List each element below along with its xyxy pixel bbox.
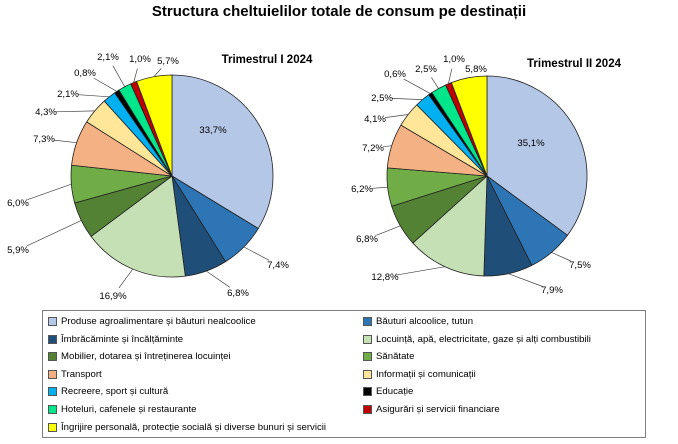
legend-swatch bbox=[363, 387, 372, 397]
legend-swatch bbox=[363, 405, 372, 414]
leader-line bbox=[403, 78, 431, 94]
leader-line bbox=[394, 266, 446, 276]
legend-swatch bbox=[363, 369, 372, 379]
pie-slice bbox=[171, 74, 274, 230]
legend-item: Recreere, sport și cultură bbox=[48, 386, 168, 397]
leader-line bbox=[153, 68, 162, 77]
legend-swatch bbox=[48, 405, 57, 414]
leader-line bbox=[53, 139, 77, 144]
leader-line bbox=[77, 94, 110, 98]
legend-swatch bbox=[48, 334, 57, 344]
leader-line bbox=[27, 183, 72, 201]
leader-line bbox=[551, 252, 571, 262]
legend-swatch bbox=[48, 352, 57, 362]
leader-line bbox=[206, 270, 230, 288]
legend-label: Mobilier, dotarea și întreținerea locuin… bbox=[61, 351, 231, 363]
legend-item: Educație bbox=[363, 386, 413, 397]
data-label: 7,4% bbox=[267, 260, 289, 271]
data-label: 5,8% bbox=[465, 64, 487, 75]
data-label: 6,8% bbox=[227, 288, 249, 299]
data-label: 0,6% bbox=[384, 69, 406, 80]
legend-item: Sănătate bbox=[363, 351, 414, 362]
data-label: 6,8% bbox=[356, 234, 378, 245]
data-label: 6,2% bbox=[351, 184, 373, 195]
leader-line bbox=[508, 273, 543, 287]
legend-item: Informații și comunicații bbox=[363, 369, 476, 380]
legend-item: Îngrijire personală, protecție socială ș… bbox=[48, 422, 326, 433]
pie-slice bbox=[450, 75, 488, 177]
data-label: 4,1% bbox=[364, 114, 386, 125]
legend-label: Îngrijire personală, protecție socială ș… bbox=[61, 421, 327, 433]
data-label: 33,7% bbox=[199, 125, 227, 136]
data-label: 16,9% bbox=[99, 291, 127, 302]
leader-line bbox=[382, 145, 392, 148]
data-label: 1,0% bbox=[443, 54, 465, 65]
leader-line bbox=[384, 114, 409, 118]
data-label: 7,2% bbox=[362, 143, 384, 154]
legend-swatch bbox=[363, 317, 372, 326]
legend-swatch bbox=[363, 334, 372, 344]
pie-slice bbox=[486, 75, 588, 236]
main-title: Structura cheltuielilor totale de consum… bbox=[151, 3, 527, 20]
leader-line bbox=[371, 186, 388, 189]
legend-label: Hoteluri, cafenele și restaurante bbox=[61, 404, 197, 415]
legend-label: Sănătate bbox=[376, 351, 415, 363]
leader-line bbox=[448, 68, 453, 84]
leader-line bbox=[391, 98, 423, 100]
data-label: 35,1% bbox=[517, 138, 545, 149]
leader-line bbox=[243, 246, 270, 261]
leader-line bbox=[55, 110, 95, 113]
leader-line bbox=[133, 68, 138, 83]
data-label: 1,0% bbox=[129, 54, 151, 65]
legend-swatch bbox=[48, 422, 57, 432]
legend-item: Transport bbox=[48, 369, 102, 380]
data-label: 2,5% bbox=[371, 93, 393, 104]
data-label: 5,7% bbox=[157, 56, 179, 67]
leader-line bbox=[26, 220, 82, 247]
legend-item: Îmbrăcăminte și încălțăminte bbox=[48, 334, 183, 345]
pie-slice bbox=[90, 175, 186, 278]
data-label: 5,9% bbox=[7, 245, 29, 256]
data-label: 7,9% bbox=[541, 285, 563, 296]
legend-item: Asigurări și servicii financiare bbox=[363, 404, 500, 415]
legend-item: Băuturi alcoolice, tutun bbox=[363, 316, 473, 327]
chart-title: Trimestrul I 2024 bbox=[222, 54, 313, 66]
leader-line bbox=[112, 65, 126, 87]
data-label: 12,8% bbox=[371, 272, 399, 283]
legend-swatch bbox=[48, 317, 57, 326]
data-label: 2,1% bbox=[97, 52, 119, 63]
data-label: 6,0% bbox=[7, 198, 29, 209]
leader-line bbox=[431, 77, 439, 89]
data-label: 0,8% bbox=[74, 68, 96, 79]
legend-label: Transport bbox=[61, 368, 102, 380]
legend-label: Produse agroalimentare și băuturi nealco… bbox=[61, 316, 256, 327]
data-label: 2,5% bbox=[415, 64, 437, 75]
data-label: 2,1% bbox=[57, 89, 79, 100]
leader-line bbox=[376, 225, 401, 236]
leader-line bbox=[118, 268, 134, 289]
legend-swatch bbox=[48, 387, 57, 397]
legend-item: Mobilier, dotarea și întreținerea locuin… bbox=[48, 351, 231, 362]
legend-label: Educație bbox=[376, 386, 414, 398]
pie-slice bbox=[136, 74, 173, 177]
legend-item: Locuință, apă, electricitate, gaze și al… bbox=[363, 334, 591, 345]
leader-line bbox=[93, 77, 117, 92]
legend-label: Recreere, sport și cultură bbox=[61, 386, 169, 398]
chart-title: Trimestrul II 2024 bbox=[527, 58, 622, 70]
legend-label: Informații și comunicații bbox=[376, 368, 476, 380]
legend-swatch bbox=[48, 369, 57, 379]
data-label: 7,3% bbox=[33, 134, 55, 145]
data-label: 4,3% bbox=[35, 107, 57, 118]
legend-label: Locuință, apă, electricitate, gaze și al… bbox=[376, 333, 591, 345]
data-label: 7,5% bbox=[569, 260, 591, 271]
legend-swatch bbox=[363, 352, 372, 362]
legend-item: Hoteluri, cafenele și restaurante bbox=[48, 404, 196, 415]
legend-label: Băuturi alcoolice, tutun bbox=[376, 316, 474, 327]
legend: Produse agroalimentare și băuturi nealco… bbox=[42, 310, 646, 438]
legend-item: Produse agroalimentare și băuturi nealco… bbox=[48, 316, 256, 327]
legend-label: Îmbrăcăminte și încălțăminte bbox=[61, 333, 184, 345]
legend-label: Asigurări și servicii financiare bbox=[376, 404, 500, 415]
